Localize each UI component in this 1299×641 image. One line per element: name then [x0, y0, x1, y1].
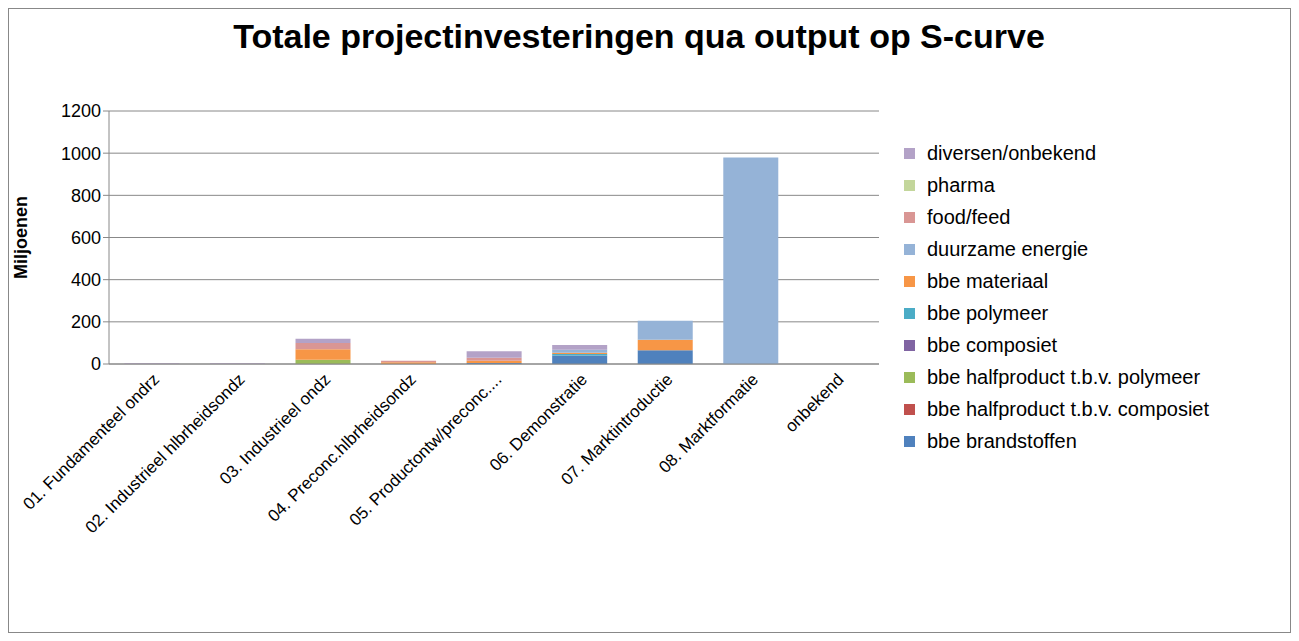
html-text:bbe polymeer: bbe polymeer	[927, 301, 1049, 324]
html-text:pharma: pharma	[927, 173, 995, 196]
svg-text:07. Marktintroductie: 07. Marktintroductie	[557, 370, 676, 489]
svg-text:Miljoenen: Miljoenen	[11, 196, 31, 279]
html-text:food/feed: food/feed	[927, 205, 1011, 228]
svg-text:800: 800	[71, 186, 101, 206]
html-text:diversen/onbekend: diversen/onbekend	[927, 141, 1096, 164]
svg-text:02. Industrieel hlbrheidsondz: 02. Industrieel hlbrheidsondz	[82, 370, 249, 537]
svg-text:01. Fundamenteel ondrz: 01. Fundamenteel ondrz	[19, 370, 163, 514]
svg-text:08. Marktformatie: 08. Marktformatie	[655, 370, 762, 477]
html-text:bbe materiaal: bbe materiaal	[927, 269, 1049, 292]
html-text:bbe halfproduct t.b.v. composi: bbe halfproduct t.b.v. composiet	[927, 397, 1209, 420]
svg-text:0: 0	[91, 354, 101, 374]
svg-text:1000: 1000	[61, 144, 101, 164]
svg-text:200: 200	[71, 312, 101, 332]
html-text:bbe halfproduct t.b.v. polymee: bbe halfproduct t.b.v. polymeer	[927, 365, 1201, 388]
html-text:duurzame energie: duurzame energie	[927, 237, 1089, 260]
svg-text:06. Demonstratie: 06. Demonstratie	[485, 369, 591, 475]
svg-text:03. Industrieel ondz: 03. Industrieel ondz	[215, 369, 335, 489]
html-text:bbe brandstoffen: bbe brandstoffen	[927, 429, 1077, 452]
svg-text:600: 600	[71, 228, 101, 248]
svg-text:05. Productontw/preconc....: 05. Productontw/preconc....	[346, 370, 506, 530]
html-text:Totale projectinvesteringen qu: Totale projectinvesteringen qua output o…	[233, 17, 1045, 55]
svg-text:04. Preconc.hlbrheidsondz: 04. Preconc.hlbrheidsondz	[264, 370, 420, 526]
svg-text:onbekend: onbekend	[781, 370, 847, 436]
html-text:bbe composiet: bbe composiet	[927, 333, 1058, 356]
svg-text:1200: 1200	[61, 101, 101, 121]
svg-text:400: 400	[71, 270, 101, 290]
